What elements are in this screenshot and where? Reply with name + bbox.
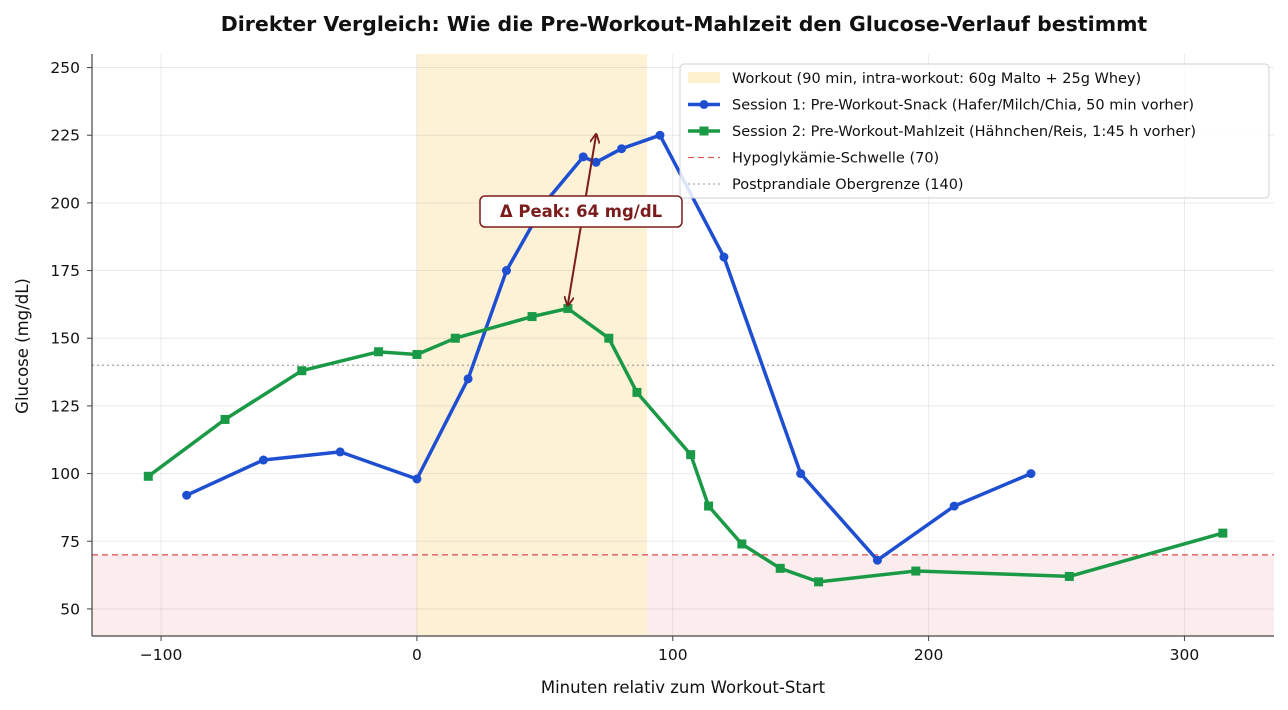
chart-title: Direkter Vergleich: Wie die Pre-Workout-… [221,12,1148,36]
series-1-point [949,501,959,511]
x-tick-label: 300 [1170,646,1200,664]
hypo-zone-fill [92,554,1274,636]
series-2-point [563,303,573,313]
series-2-point [1218,528,1228,538]
y-tick-label: 175 [50,262,80,280]
series-2-point [775,563,785,573]
x-tick-label: −100 [140,646,183,664]
x-tick-label: 0 [412,646,422,664]
series-2-point [220,414,230,424]
series-2-point [814,577,824,587]
legend-marker-series-1 [699,100,709,109]
legend: Workout (90 min, intra-workout: 60g Malt… [679,63,1270,199]
y-tick-label: 125 [50,397,80,415]
series-1-point [463,374,473,384]
x-tick-label: 100 [658,646,688,664]
legend-marker-series-2 [699,126,709,136]
plot-area: −100 0 100 200 300 50 75 100 125 150 175 200 225 250 Δ… [50,54,1274,664]
annotation-box [479,195,683,228]
y-tick-label: 150 [50,330,80,348]
series-1-point [796,469,806,479]
legend-frame [679,63,1270,199]
series-2-point [704,501,714,511]
series-2-point [686,450,696,460]
series-2-point [737,539,747,549]
legend-label-hypo: Hypoglykämie-Schwelle (70) [732,151,939,167]
series-2-point [1064,571,1074,581]
y-tick-label: 200 [50,194,80,212]
legend-swatch-workout [688,72,720,83]
series-2-point [297,366,307,376]
y-axis-label: Glucose (mg/dL) [13,278,32,414]
series-1-point [655,130,665,140]
y-tick-label: 100 [50,465,80,483]
series-2-point [632,387,642,397]
annotation-label: Δ Peak: 64 mg/dL [500,202,663,221]
series-1-point [501,266,511,276]
series-1-point [1026,469,1036,479]
series-2-point [143,471,153,481]
y-tick-label: 250 [50,59,80,77]
y-tick-label: 50 [60,600,80,618]
series-2-point [412,349,422,359]
x-axis-label: Minuten relativ zum Workout-Start [541,678,826,697]
legend-label-postprandial: Postprandiale Obergrenze (140) [732,177,964,193]
series-1-point [335,447,345,457]
x-tick-label: 200 [914,646,944,664]
y-tick-label: 75 [60,533,80,551]
series-2-point [604,333,614,343]
series-1-point [872,555,882,565]
series-2-line [146,306,1225,584]
series-1-point [617,144,627,154]
series-1-point [412,474,422,484]
series-2-point [527,312,537,322]
series-2-point [374,347,384,357]
series-1-point [182,490,192,500]
series-2-point [911,566,921,576]
series-2-point [450,333,460,343]
y-tick-label: 225 [50,127,80,145]
legend-label-series-2: Session 2: Pre-Workout-Mahlzeit (Hähnche… [732,124,1196,140]
series-1-point [258,455,268,465]
legend-label-series-1: Session 1: Pre-Workout-Snack (Hafer/Milc… [732,98,1194,114]
workout-band [416,54,648,636]
legend-label-workout: Workout (90 min, intra-workout: 60g Malt… [732,71,1141,87]
series-1-point [578,152,588,162]
series-1-point [719,252,729,262]
